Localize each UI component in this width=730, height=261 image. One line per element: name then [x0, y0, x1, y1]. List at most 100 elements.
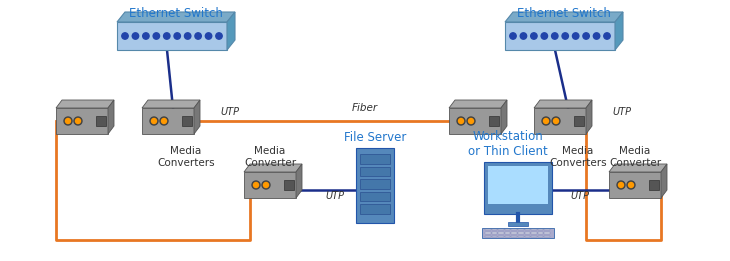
Circle shape	[132, 33, 139, 39]
FancyBboxPatch shape	[545, 229, 550, 230]
Text: UTP: UTP	[325, 191, 344, 201]
FancyBboxPatch shape	[649, 180, 659, 190]
FancyBboxPatch shape	[485, 229, 491, 230]
Circle shape	[629, 182, 634, 187]
Text: Media
Converter: Media Converter	[244, 146, 296, 168]
FancyBboxPatch shape	[182, 116, 192, 126]
Circle shape	[572, 33, 579, 39]
Text: Ethernet Switch: Ethernet Switch	[129, 7, 223, 20]
Circle shape	[553, 118, 558, 123]
Text: File Server: File Server	[344, 131, 406, 144]
Polygon shape	[194, 100, 200, 134]
Circle shape	[75, 118, 80, 123]
FancyBboxPatch shape	[505, 22, 615, 50]
Text: UTP: UTP	[570, 191, 589, 201]
FancyBboxPatch shape	[485, 236, 491, 237]
Circle shape	[164, 33, 170, 39]
Circle shape	[64, 117, 72, 125]
Circle shape	[216, 33, 222, 39]
Polygon shape	[615, 12, 623, 50]
FancyBboxPatch shape	[117, 22, 227, 50]
Text: Media
Converters: Media Converters	[157, 146, 215, 168]
Circle shape	[152, 118, 156, 123]
Polygon shape	[505, 12, 623, 22]
Polygon shape	[534, 100, 592, 108]
Circle shape	[174, 33, 180, 39]
Polygon shape	[56, 100, 114, 108]
FancyBboxPatch shape	[512, 232, 517, 234]
Circle shape	[562, 33, 569, 39]
Text: Media
Converter: Media Converter	[609, 146, 661, 168]
FancyBboxPatch shape	[485, 232, 491, 234]
FancyBboxPatch shape	[518, 232, 523, 234]
FancyBboxPatch shape	[525, 232, 530, 234]
Polygon shape	[117, 12, 235, 22]
Circle shape	[457, 117, 465, 125]
FancyBboxPatch shape	[518, 236, 523, 237]
FancyBboxPatch shape	[512, 236, 517, 237]
Circle shape	[153, 33, 160, 39]
Circle shape	[583, 33, 589, 39]
FancyBboxPatch shape	[518, 229, 523, 230]
Circle shape	[150, 117, 158, 125]
FancyBboxPatch shape	[488, 166, 548, 204]
FancyBboxPatch shape	[609, 172, 661, 198]
Circle shape	[593, 33, 600, 39]
FancyBboxPatch shape	[491, 232, 497, 234]
Polygon shape	[661, 164, 667, 198]
Circle shape	[469, 118, 474, 123]
FancyBboxPatch shape	[508, 222, 528, 226]
FancyBboxPatch shape	[484, 162, 552, 214]
FancyBboxPatch shape	[360, 167, 390, 176]
FancyBboxPatch shape	[512, 229, 517, 230]
FancyBboxPatch shape	[545, 236, 550, 237]
Circle shape	[542, 117, 550, 125]
Circle shape	[160, 117, 168, 125]
Text: Ethernet Switch: Ethernet Switch	[517, 7, 611, 20]
Text: Media
Converters: Media Converters	[549, 146, 607, 168]
FancyBboxPatch shape	[538, 232, 543, 234]
Circle shape	[552, 33, 558, 39]
Polygon shape	[296, 164, 302, 198]
FancyBboxPatch shape	[142, 108, 194, 134]
FancyBboxPatch shape	[574, 116, 584, 126]
Circle shape	[617, 181, 625, 189]
FancyBboxPatch shape	[538, 236, 543, 237]
Circle shape	[544, 118, 548, 123]
Circle shape	[74, 117, 82, 125]
FancyBboxPatch shape	[360, 192, 390, 201]
FancyBboxPatch shape	[56, 108, 108, 134]
FancyBboxPatch shape	[545, 232, 550, 234]
Circle shape	[458, 118, 464, 123]
Polygon shape	[501, 100, 507, 134]
Circle shape	[195, 33, 201, 39]
Circle shape	[627, 181, 635, 189]
Text: Fiber: Fiber	[352, 103, 378, 113]
FancyBboxPatch shape	[356, 148, 394, 223]
FancyBboxPatch shape	[531, 236, 537, 237]
Circle shape	[604, 33, 610, 39]
Text: Workstation
or Thin Client: Workstation or Thin Client	[468, 130, 548, 158]
FancyBboxPatch shape	[491, 229, 497, 230]
Circle shape	[161, 118, 166, 123]
Circle shape	[552, 117, 560, 125]
Circle shape	[541, 33, 548, 39]
Circle shape	[252, 181, 260, 189]
FancyBboxPatch shape	[505, 232, 510, 234]
Circle shape	[467, 117, 475, 125]
FancyBboxPatch shape	[525, 229, 530, 230]
FancyBboxPatch shape	[491, 236, 497, 237]
Text: UTP: UTP	[612, 107, 631, 117]
Circle shape	[122, 33, 128, 39]
FancyBboxPatch shape	[498, 232, 504, 234]
FancyBboxPatch shape	[531, 232, 537, 234]
Circle shape	[66, 118, 71, 123]
Circle shape	[264, 182, 269, 187]
Polygon shape	[586, 100, 592, 134]
FancyBboxPatch shape	[244, 172, 296, 198]
Circle shape	[253, 182, 258, 187]
Circle shape	[531, 33, 537, 39]
Circle shape	[185, 33, 191, 39]
FancyBboxPatch shape	[360, 154, 390, 164]
Circle shape	[618, 182, 623, 187]
